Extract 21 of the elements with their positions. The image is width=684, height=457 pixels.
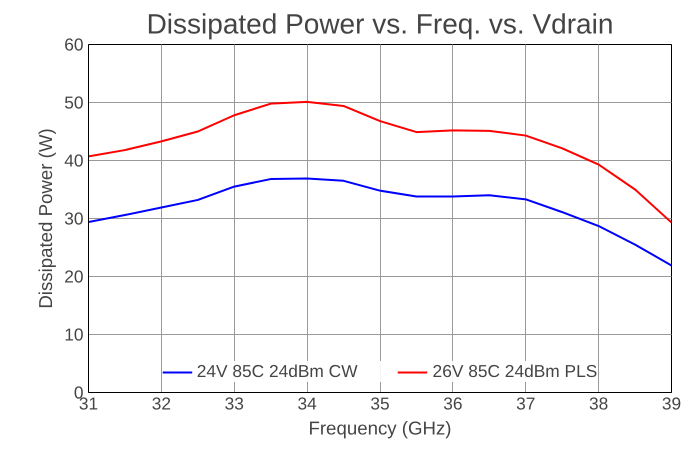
x-tick-label: 39 (662, 394, 682, 414)
x-tick-label: 38 (588, 394, 608, 414)
y-tick-label: 30 (64, 208, 84, 228)
y-tick-label: 50 (64, 92, 84, 112)
y-tick-label: 20 (64, 266, 84, 286)
x-tick-label: 35 (370, 394, 390, 414)
x-tick-label: 33 (224, 394, 244, 414)
x-tick-label: 36 (443, 394, 463, 414)
line-series (88, 100, 672, 224)
y-tick-label: 10 (64, 324, 84, 344)
chart-title: Dissipated Power vs. Freq. vs. Vdrain (146, 8, 614, 40)
x-tick-label: 32 (152, 394, 172, 414)
x-axis-title: Frequency (GHz) (308, 418, 452, 438)
x-tick-label: 37 (516, 394, 536, 414)
line-series (88, 177, 672, 266)
y-tick-label: 60 (64, 34, 84, 54)
x-tick-label: 34 (297, 394, 318, 414)
legend-label: 26V 85C 24dBm PLS (432, 361, 598, 382)
y-axis-title: Dissipated Power (W) (35, 128, 56, 309)
legend-label: 24V 85C 24dBm CW (196, 361, 358, 382)
y-tick-label: 40 (64, 150, 84, 170)
